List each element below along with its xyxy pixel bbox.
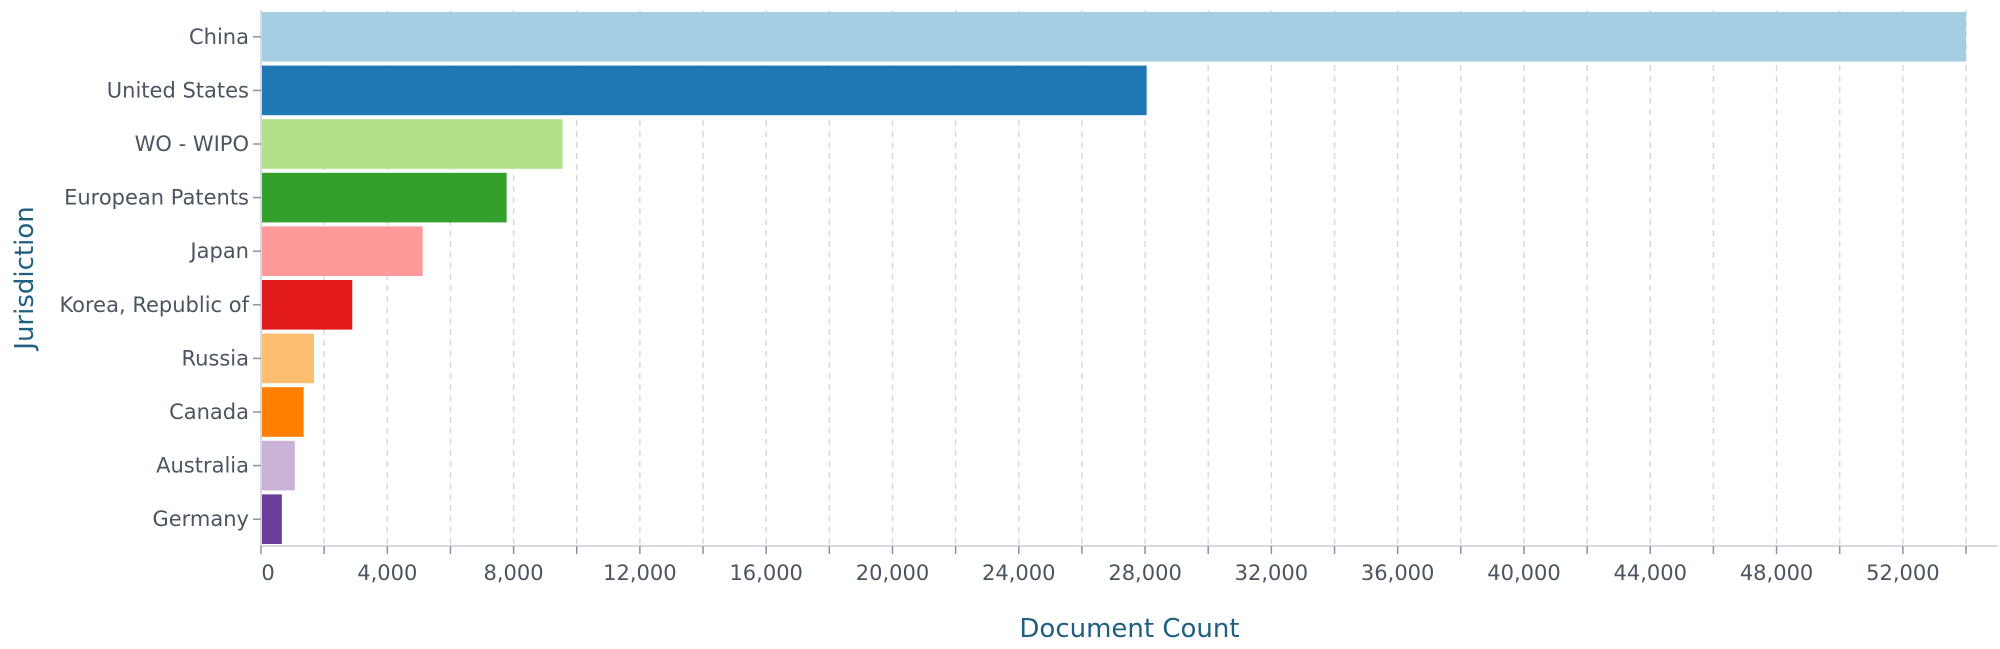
- x-axis-title: Document Count: [1019, 614, 1239, 644]
- y-tick-label: Canada: [169, 400, 249, 424]
- y-tick-label: Korea, Republic of: [59, 293, 249, 317]
- y-tick-label: WO - WIPO: [135, 132, 249, 156]
- y-tick-label: China: [189, 25, 249, 49]
- x-tick-label: 12,000: [603, 561, 676, 585]
- x-tick-label: 8,000: [484, 561, 544, 585]
- x-tick-label: 20,000: [856, 561, 929, 585]
- bar-canada[interactable]: [262, 387, 304, 437]
- bar-china[interactable]: [262, 12, 1966, 62]
- y-tick-label: Japan: [188, 239, 249, 263]
- bar-european-patents[interactable]: [262, 173, 507, 223]
- x-tick-label: 0: [261, 561, 274, 585]
- x-tick-label: 4,000: [357, 561, 417, 585]
- y-tick-label: Russia: [181, 346, 249, 370]
- bar-korea-republic-of[interactable]: [262, 280, 352, 330]
- bar-wo-wipo[interactable]: [262, 119, 563, 169]
- y-tick-label: European Patents: [64, 186, 249, 210]
- x-tick-label: 48,000: [1740, 561, 1813, 585]
- y-axis-title: Jurisdiction: [10, 206, 40, 351]
- x-tick-label: 32,000: [1235, 561, 1308, 585]
- x-tick-labels: 0 4,000 8,000 12,000 16,000 20,000 24,000 28,00…: [261, 561, 1939, 585]
- bars: [262, 12, 1966, 544]
- x-tick-label: 24,000: [982, 561, 1055, 585]
- x-tick-label: 44,000: [1614, 561, 1687, 585]
- bar-japan[interactable]: [262, 226, 423, 276]
- bar-united-states[interactable]: [262, 66, 1147, 116]
- bar-germany[interactable]: [262, 494, 282, 544]
- y-tick-labels: China United States WO - WIPO European Pate…: [59, 25, 249, 531]
- x-tick-label: 36,000: [1361, 561, 1434, 585]
- bar-australia[interactable]: [262, 441, 295, 491]
- y-tick-label: Australia: [156, 454, 249, 478]
- x-tick-label: 28,000: [1108, 561, 1181, 585]
- bar-russia[interactable]: [262, 334, 314, 384]
- x-tick-label: 40,000: [1487, 561, 1560, 585]
- y-tick-label: United States: [107, 78, 249, 102]
- x-tick-label: 52,000: [1866, 561, 1939, 585]
- y-tick-label: Germany: [152, 507, 249, 531]
- x-tick-label: 16,000: [729, 561, 802, 585]
